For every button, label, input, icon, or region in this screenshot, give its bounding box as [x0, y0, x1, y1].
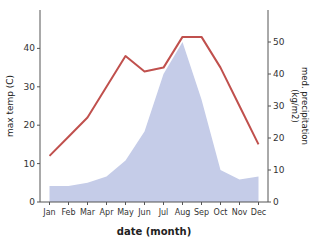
x-tick: [220, 202, 221, 205]
y-tick: [37, 202, 40, 203]
precipitation-area: [50, 42, 259, 202]
y2-tick: [268, 42, 271, 43]
x-tick-label: Sep: [194, 208, 209, 217]
y2-tick-label: 40: [273, 69, 285, 79]
y-tick-label: 20: [24, 120, 36, 130]
y2-tick-label: 0: [273, 197, 279, 207]
x-axis-line: [40, 202, 268, 203]
y-tick-label: 10: [24, 159, 36, 169]
x-tick: [182, 202, 183, 205]
y2-tick: [268, 74, 271, 75]
x-tick-label: Dec: [251, 208, 266, 217]
y-tick-label: 0: [29, 197, 35, 207]
x-tick: [201, 202, 202, 205]
x-tick: [239, 202, 240, 205]
x-tick: [125, 202, 126, 205]
x-tick-label: May: [117, 208, 134, 217]
x-tick-label: Jun: [137, 208, 151, 217]
x-tick-label: Jul: [158, 208, 169, 217]
x-tick: [106, 202, 107, 205]
x-tick: [68, 202, 69, 205]
x-tick-label: Oct: [214, 208, 228, 217]
y2-tick: [268, 106, 271, 107]
y-tick-label: 30: [24, 82, 36, 92]
x-tick-label: Mar: [80, 208, 96, 217]
y2-tick-label: 10: [273, 165, 285, 175]
x-tick: [258, 202, 259, 205]
x-tick: [163, 202, 164, 205]
y2-tick: [268, 170, 271, 171]
chart-container: 0 10 20 30 40 0 10 20 30 40 50 Jan Feb Mar AprMayJun Ju…: [0, 0, 318, 242]
y-tick: [37, 48, 40, 49]
y2-axis-label-line: med. precipitation: [300, 67, 310, 145]
y2-tick: [268, 138, 271, 139]
x-tick: [87, 202, 88, 205]
y2-tick: [268, 202, 271, 203]
plot-area: [50, 37, 259, 202]
y-tick: [37, 125, 40, 126]
y2-axis-label: med. precipitation(kg/m2): [290, 67, 310, 145]
x-tick-label: Nov: [232, 208, 248, 217]
x-tick-label: Apr: [100, 208, 115, 217]
y-tick: [37, 163, 40, 164]
y-axis-label: max temp (C): [5, 75, 15, 137]
y2-tick-label: 50: [273, 37, 285, 47]
x-tick: [144, 202, 145, 205]
y-tick-label: 40: [24, 43, 36, 53]
y-axis-line: [40, 10, 41, 202]
x-axis-label: date (month): [117, 226, 191, 237]
x-tick: [49, 202, 50, 205]
y2-axis-label-line: (kg/m2): [290, 89, 300, 123]
y-tick: [37, 86, 40, 87]
x-tick-label: Feb: [61, 208, 75, 217]
temperature-line: [50, 37, 259, 156]
x-tick-label: Jan: [42, 208, 55, 217]
y2-tick-label: 20: [273, 133, 285, 143]
x-tick-label: Aug: [175, 208, 191, 217]
y2-tick-label: 30: [273, 101, 285, 111]
chart: 0 10 20 30 40 0 10 20 30 40 50 Jan Feb Mar AprMayJun Ju…: [0, 0, 318, 242]
